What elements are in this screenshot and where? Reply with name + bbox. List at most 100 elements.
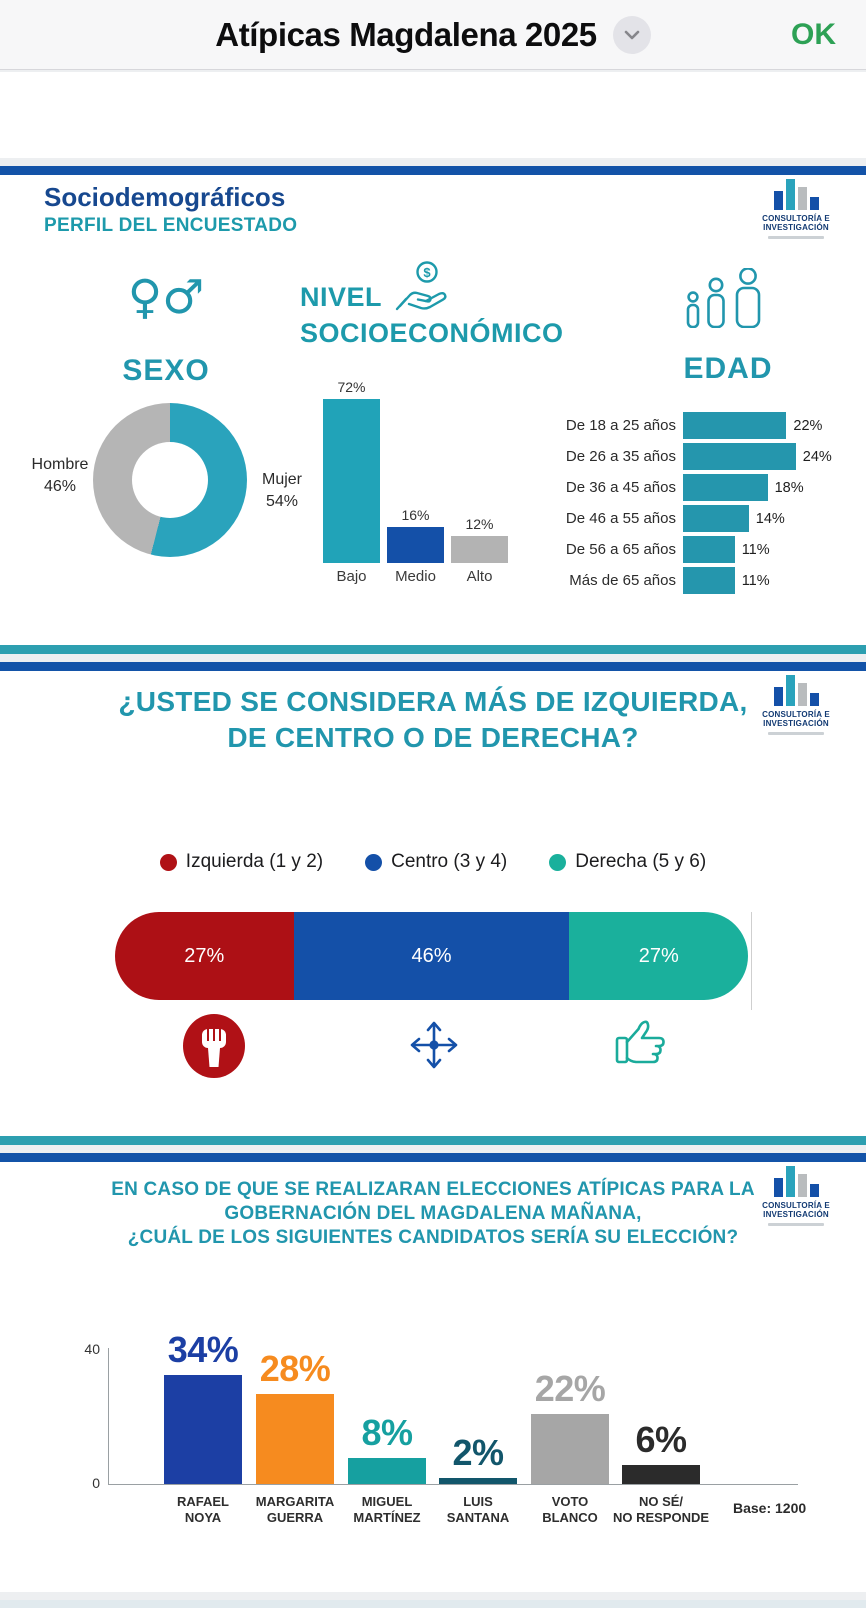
chevron-down-icon (624, 30, 640, 39)
consultoria-logo: CONSULTORÍA E INVESTIGACIÓN (746, 179, 846, 239)
candidate-name: VOTO BLANCO (542, 1494, 598, 1525)
candidate-value: 6% (635, 1418, 687, 1460)
ok-button[interactable]: OK (791, 17, 836, 51)
candidate-name: RAFAEL NOYA (177, 1494, 229, 1525)
edad-row: De 46 a 55 años 14% (430, 505, 785, 532)
slide-ideologia: CONSULTORÍA E INVESTIGACIÓN ¿USTED SE CO… (0, 662, 866, 1145)
candidate-value: 34% (167, 1329, 239, 1371)
nse-heading-line2: SOCIOECONÓMICO (300, 318, 564, 348)
candidate-name: NO SÉ/NO RESPONDE (612, 1494, 710, 1525)
candidate-value: 2% (452, 1431, 504, 1473)
edad-bar (683, 567, 735, 594)
center-arrows-icon (406, 1017, 462, 1078)
consultoria-logo: CONSULTORÍA E INVESTIGACIÓN (746, 675, 846, 735)
edad-bar (683, 505, 749, 532)
sexo-heading: SEXO (122, 354, 210, 387)
candidate-value: 22% (534, 1367, 606, 1409)
edad-row: Más de 65 años 11% (430, 567, 770, 594)
question-title: ¿USTED SE CONSIDERA MÁS DE IZQUIERDA, DE… (118, 686, 748, 753)
next-page-edge (0, 1600, 866, 1608)
logo-tagline (768, 236, 824, 239)
y-axis-tick-40: 40 (84, 1341, 100, 1357)
logo-bars-icon (746, 1166, 846, 1197)
candidate-name: MIGUEL MARTÍNEZ (353, 1494, 421, 1525)
slide-sociodemograficos: Sociodemográficos PERFIL DEL ENCUESTADO … (0, 166, 866, 654)
teal-stripe (0, 1136, 866, 1145)
legend-dot-red (159, 853, 177, 871)
raised-fist-icon (183, 1014, 245, 1078)
nse-bar-bajo (323, 398, 380, 563)
candidate-bar (348, 1458, 426, 1484)
thumbs-up-icon (612, 1012, 678, 1077)
people-icon (682, 267, 770, 333)
nse-category: Alto (466, 568, 493, 585)
consultoria-logo: CONSULTORÍA E INVESTIGACIÓN (746, 1166, 846, 1226)
edad-row: De 36 a 45 años 18% (430, 474, 804, 501)
candidate-name: MARGARITA GUERRA (255, 1494, 335, 1525)
nse-category: Medio (395, 568, 436, 585)
x-axis-line (108, 1484, 798, 1485)
app-header: Atípicas Magdalena 2025 OK (0, 0, 866, 70)
axis-line (751, 912, 752, 1010)
nse-heading-line1: NIVEL (300, 282, 383, 312)
section-subtitle: PERFIL DEL ENCUESTADO (44, 215, 298, 236)
title-menu-button[interactable] (612, 15, 651, 54)
mujer-label: Mujer 54% (261, 471, 302, 510)
logo-name-line2: INVESTIGACIÓN (763, 223, 829, 232)
candidate-bar (439, 1477, 517, 1484)
nse-category: Bajo (336, 568, 367, 585)
y-axis-line (108, 1348, 109, 1485)
segment-centro: 46% (293, 912, 570, 1000)
edad-bar (683, 412, 787, 439)
edad-row: De 18 a 25 años 22% (430, 412, 822, 439)
candidate-bar (256, 1394, 334, 1484)
legend-dot-teal (549, 853, 567, 871)
blue-stripe (0, 166, 866, 175)
base-label: Base: 1200 (733, 1500, 807, 1516)
legend-dot-blue (365, 853, 383, 871)
edad-bar (683, 474, 768, 501)
segment-derecha: 27% (569, 912, 748, 1000)
candidate-name: LUIS SANTANA (446, 1494, 510, 1525)
blue-stripe (0, 1153, 866, 1162)
blue-stripe (0, 662, 866, 671)
candidate-bar (164, 1375, 242, 1484)
nse-value: 72% (337, 378, 366, 395)
candidate-value: 8% (361, 1412, 413, 1454)
legend-item-izquierda: Izquierda (1 y 2) (159, 851, 323, 873)
edad-bar (683, 443, 796, 470)
legend-item-centro: Centro (3 y 4) (365, 851, 507, 873)
logo-bars-icon (746, 675, 846, 706)
hombre-label: Hombre 46% (31, 456, 89, 495)
candidate-value: 28% (259, 1348, 331, 1390)
edad-heading: EDAD (683, 352, 773, 385)
legend-item-derecha: Derecha (5 y 6) (549, 851, 706, 873)
stacked-bar-chart: 27% 46% 27% (115, 912, 748, 1000)
edad-bar (683, 536, 735, 563)
logo-tagline (768, 732, 824, 735)
slide-candidatos: CONSULTORÍA E INVESTIGACIÓN EN CASO DE Q… (0, 1153, 866, 1592)
legend: Izquierda (1 y 2) Centro (3 y 4) Derecha… (0, 851, 866, 873)
svg-text:$: $ (423, 265, 431, 280)
logo-bars-icon (746, 179, 846, 210)
edad-row: De 56 a 65 años 11% (430, 536, 770, 563)
teal-stripe (0, 645, 866, 654)
segment-izquierda: 27% (115, 912, 294, 1000)
y-axis-tick-0: 0 (92, 1475, 100, 1491)
logo-tagline (768, 1223, 824, 1226)
question-title: EN CASO DE QUE SE REALIZARAN ELECCIONES … (111, 1179, 755, 1248)
logo-name-line1: CONSULTORÍA E (762, 214, 830, 223)
money-hand-icon: $ (392, 260, 450, 323)
nse-value: 12% (465, 515, 494, 532)
edad-row: De 26 a 35 años 24% (430, 443, 832, 470)
page-fragment (0, 72, 866, 158)
candidate-bar (622, 1464, 700, 1484)
nse-bar-alto (451, 535, 508, 563)
gender-icon: ♀♂ (127, 270, 205, 325)
candidate-bar (531, 1413, 609, 1484)
donut-hole (132, 442, 208, 518)
sexo-donut-chart (93, 403, 247, 557)
section-title: Sociodemográficos (44, 182, 286, 212)
nse-value: 16% (401, 506, 430, 523)
document-title: Atípicas Magdalena 2025 (215, 15, 597, 53)
